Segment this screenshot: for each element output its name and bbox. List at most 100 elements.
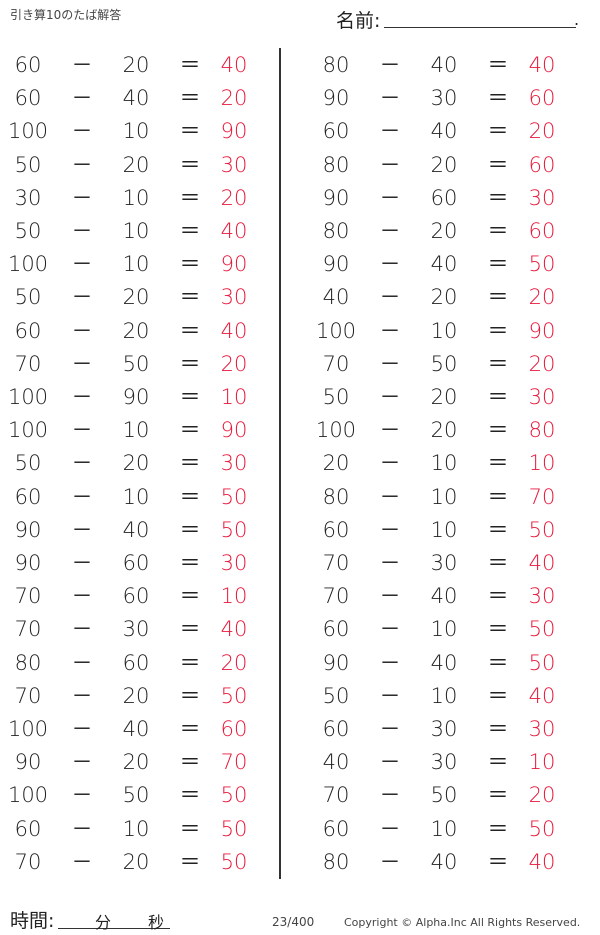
right-problem-7-minuend: 90: [322, 252, 350, 277]
left-problem-1-minuend: 60: [14, 53, 42, 77]
left-problem-11-answer: 10: [220, 385, 248, 409]
right-problem-9-minus-sign: －: [379, 318, 401, 343]
left-problem-2-equals-sign: ＝: [179, 86, 201, 111]
right-problem-2-equals-sign: ＝: [487, 86, 509, 111]
right-problem-25-subtrahend: 40: [430, 849, 458, 874]
left-problem-17-answer: 10: [220, 584, 248, 609]
left-problem-21-equals-sign: ＝: [179, 717, 201, 741]
right-problem-5-minus-sign: －: [379, 185, 401, 210]
right-problem-20-equals-sign: ＝: [487, 683, 509, 708]
right-problem-23-equals-sign: ＝: [487, 783, 509, 808]
left-problem-25-minus-sign: －: [71, 849, 93, 874]
left-problem-14-minus-sign: －: [71, 484, 93, 509]
left-problem-9-answer: 40: [220, 318, 248, 343]
left-problem-22-equals-sign: ＝: [179, 750, 201, 775]
left-problem-13-equals-sign: ＝: [179, 451, 201, 476]
time-field[interactable]: [58, 928, 170, 929]
left-problem-8-subtrahend: 20: [122, 285, 150, 310]
right-problem-3-minuend: 60: [322, 119, 350, 144]
right-problem-5-equals-sign: ＝: [487, 185, 509, 210]
right-problem-10-subtrahend: 50: [430, 351, 458, 376]
right-problem-19-answer: 50: [528, 650, 556, 675]
left-problem-22-minus-sign: －: [71, 750, 93, 775]
right-problem-6-subtrahend: 20: [430, 219, 458, 243]
left-problem-18-minus-sign: －: [71, 617, 93, 642]
right-problem-4-subtrahend: 20: [430, 152, 458, 177]
right-problem-16-minuend: 70: [322, 551, 350, 575]
left-problem-7-minus-sign: －: [71, 252, 93, 277]
left-problem-23-answer: 50: [220, 783, 248, 808]
left-problem-8-equals-sign: ＝: [179, 285, 201, 310]
left-problem-11-equals-sign: ＝: [179, 385, 201, 409]
right-problem-8-subtrahend: 20: [430, 285, 458, 310]
right-problem-21-subtrahend: 30: [430, 717, 458, 741]
left-problem-19-subtrahend: 60: [122, 650, 150, 675]
name-end: .: [574, 10, 580, 29]
right-problem-12-minuend: 100: [315, 418, 357, 443]
right-problem-19-subtrahend: 40: [430, 650, 458, 675]
left-problem-22-subtrahend: 20: [122, 750, 150, 775]
right-problem-1-equals-sign: ＝: [487, 53, 509, 77]
right-problem-2-minus-sign: －: [379, 86, 401, 111]
left-problem-9-equals-sign: ＝: [179, 318, 201, 343]
left-problem-6-minuend: 50: [14, 219, 42, 243]
right-problem-10-minus-sign: －: [379, 351, 401, 376]
right-problem-13-equals-sign: ＝: [487, 451, 509, 476]
page-number: 23/400: [272, 915, 315, 929]
left-problem-23-subtrahend: 50: [122, 783, 150, 808]
right-problem-16-subtrahend: 30: [430, 551, 458, 575]
worksheet-title: 引き算10のたば解答: [10, 8, 122, 22]
left-problem-12-minus-sign: －: [71, 418, 93, 443]
right-problem-1-answer: 40: [528, 53, 556, 77]
right-problem-25-minus-sign: －: [379, 849, 401, 874]
left-problem-1-answer: 40: [220, 53, 248, 77]
left-problem-14-equals-sign: ＝: [179, 484, 201, 509]
left-problem-20-answer: 50: [220, 683, 248, 708]
left-problem-6-minus-sign: －: [71, 219, 93, 243]
right-problem-13-answer: 10: [528, 451, 556, 476]
name-field[interactable]: [384, 27, 576, 28]
left-problem-3-answer: 90: [220, 119, 248, 144]
left-problem-17-minuend: 70: [14, 584, 42, 609]
left-problem-6-answer: 40: [220, 219, 248, 243]
right-problem-8-equals-sign: ＝: [487, 285, 509, 310]
left-problem-20-minus-sign: －: [71, 683, 93, 708]
left-problem-4-subtrahend: 20: [122, 152, 150, 177]
right-problem-5-subtrahend: 60: [430, 185, 458, 210]
right-problem-2-minuend: 90: [322, 86, 350, 111]
seconds-label: 秒: [148, 913, 165, 932]
left-problem-21-minus-sign: －: [71, 717, 93, 741]
right-problem-25-minuend: 80: [322, 849, 350, 874]
right-problem-3-answer: 20: [528, 119, 556, 144]
right-problem-9-equals-sign: ＝: [487, 318, 509, 343]
right-problem-14-minuend: 80: [322, 484, 350, 509]
right-problem-14-minus-sign: －: [379, 484, 401, 509]
left-problem-23-minus-sign: －: [71, 783, 93, 808]
left-problem-8-answer: 30: [220, 285, 248, 310]
left-problem-17-equals-sign: ＝: [179, 584, 201, 609]
left-problem-19-minuend: 80: [14, 650, 42, 675]
right-problem-24-equals-sign: ＝: [487, 816, 509, 841]
right-problem-15-minus-sign: －: [379, 517, 401, 542]
left-problem-16-minuend: 90: [14, 551, 42, 575]
right-problem-11-minuend: 50: [322, 385, 350, 409]
name-label: 名前:: [336, 10, 381, 32]
right-problem-3-minus-sign: －: [379, 119, 401, 144]
left-problem-18-equals-sign: ＝: [179, 617, 201, 642]
minutes-label: 分: [95, 913, 112, 932]
right-problem-1-minus-sign: －: [379, 53, 401, 77]
right-problem-12-equals-sign: ＝: [487, 418, 509, 443]
left-problem-19-equals-sign: ＝: [179, 650, 201, 675]
right-problem-10-answer: 20: [528, 351, 556, 376]
right-problem-6-answer: 60: [528, 219, 556, 243]
right-problem-20-minus-sign: －: [379, 683, 401, 708]
left-problem-20-equals-sign: ＝: [179, 683, 201, 708]
left-problem-25-subtrahend: 20: [122, 849, 150, 874]
right-problem-9-minuend: 100: [315, 318, 357, 343]
left-problem-5-minuend: 30: [14, 185, 42, 210]
left-problem-1-equals-sign: ＝: [179, 53, 201, 77]
left-problem-24-subtrahend: 10: [122, 816, 150, 841]
left-problem-5-equals-sign: ＝: [179, 185, 201, 210]
right-problem-18-answer: 50: [528, 617, 556, 642]
right-problem-22-subtrahend: 30: [430, 750, 458, 775]
